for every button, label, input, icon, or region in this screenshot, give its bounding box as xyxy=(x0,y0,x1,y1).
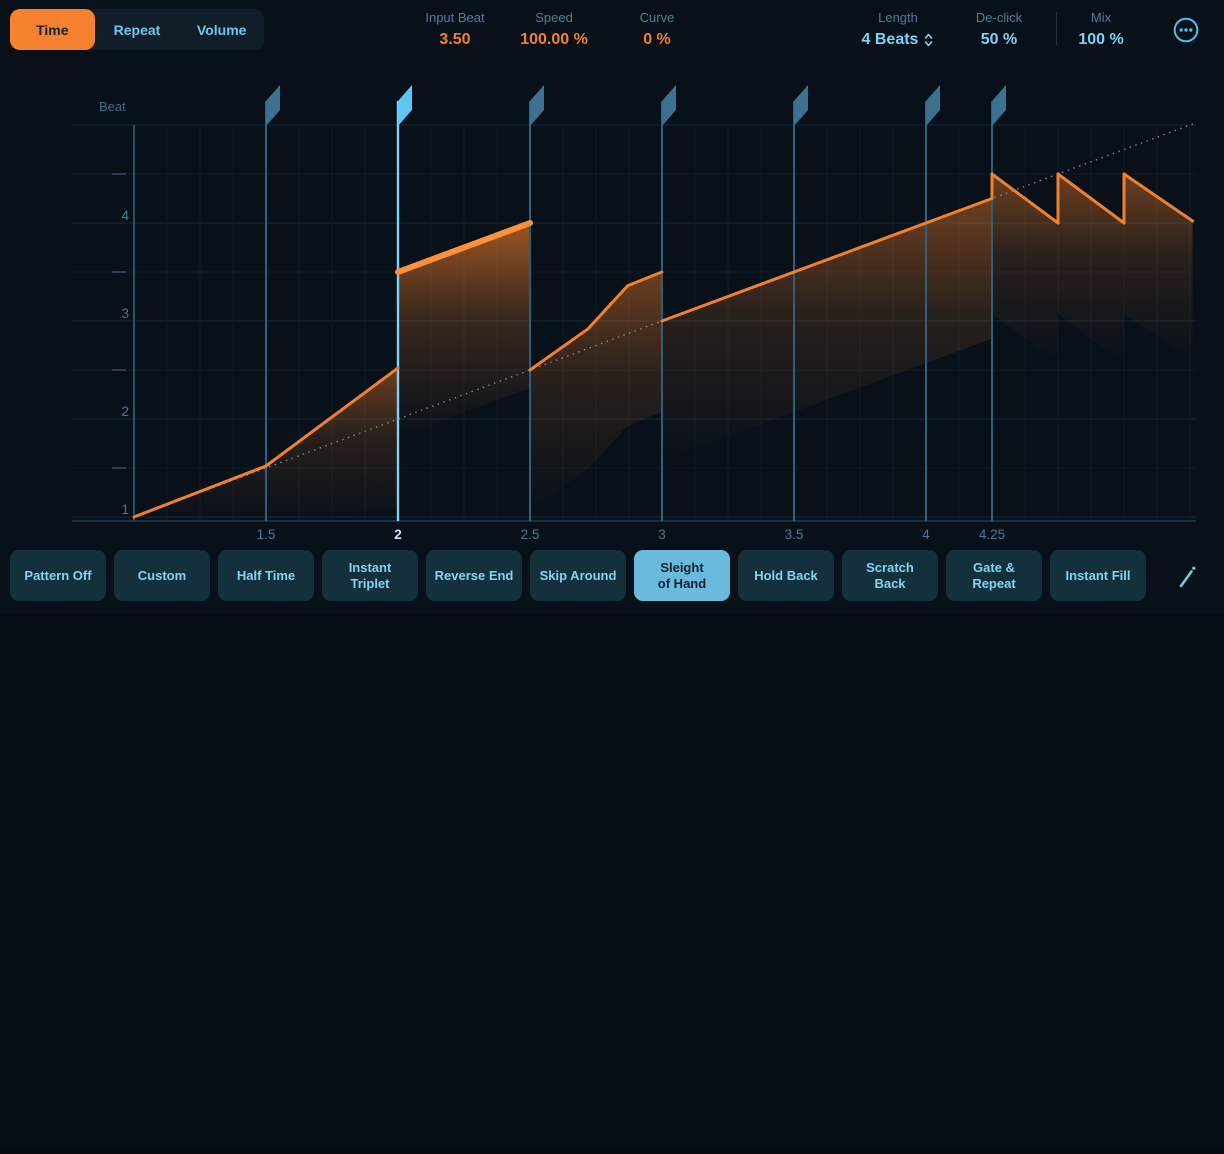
time-curve-chart[interactable]: Beat 1 2 3 4 1.5 2 2.5 3 3.5 4 4.25 xyxy=(0,76,1224,546)
pattern-button-hold-back[interactable]: Hold Back xyxy=(738,550,834,601)
marker-flag[interactable] xyxy=(662,85,676,126)
pattern-button-half-time[interactable]: Half Time xyxy=(218,550,314,601)
pattern-button-skip-around[interactable]: Skip Around xyxy=(530,550,626,601)
curve-segment-rise-3[interactable] xyxy=(660,197,994,323)
time-curve-svg: Beat 1 2 3 4 1.5 2 2.5 3 3.5 4 4.25 xyxy=(72,85,1196,542)
marker-flag[interactable] xyxy=(794,85,808,126)
param-mix: Mix 100 % xyxy=(1051,10,1151,49)
curve-segment-rise-1[interactable] xyxy=(132,366,400,519)
param-label: Mix xyxy=(1090,10,1112,25)
curve-segment-tooth-3[interactable] xyxy=(1122,172,1195,223)
pattern-button-pattern-off[interactable]: Pattern Off xyxy=(10,550,106,601)
param-value[interactable]: 3.50 xyxy=(439,31,471,48)
segment-fill-rise-2 xyxy=(530,272,662,510)
identity-reference-line xyxy=(133,122,1196,518)
pattern-bar: Pattern Off Custom Half Time Instant Triple… xyxy=(0,540,1224,1154)
marker-flag[interactable] xyxy=(926,85,940,126)
pencil-icon xyxy=(1179,566,1196,588)
tab-volume[interactable]: Volume xyxy=(179,9,264,50)
segment-fill-boost-highlight xyxy=(398,223,530,437)
window-bottom-edge xyxy=(0,1147,1224,1154)
param-label: Speed xyxy=(535,10,573,25)
param-label: De-click xyxy=(975,10,1023,25)
y-tick-label: 2 xyxy=(121,404,129,419)
view-tabs: Time Repeat Volume xyxy=(10,9,264,50)
more-options-button[interactable] xyxy=(1170,14,1202,46)
pattern-button-instant-fill[interactable]: Instant Fill xyxy=(1050,550,1146,601)
param-length: Length 4 Beats xyxy=(840,10,956,49)
curve-segment-rise-2[interactable] xyxy=(528,270,664,372)
y-tick-label: 4 xyxy=(121,208,129,223)
top-bar: Time Repeat Volume Input Beat 3.50 Speed… xyxy=(0,0,1224,76)
marker-flag[interactable] xyxy=(530,85,544,126)
param-declick: De-click 50 % xyxy=(949,10,1049,49)
param-value[interactable]: 0 % xyxy=(643,31,671,48)
pattern-button-sleight-of-hand[interactable]: Sleight of Hand xyxy=(634,550,730,601)
marker-flag[interactable] xyxy=(992,85,1006,126)
x-tick-label-active: 2 xyxy=(394,527,402,542)
x-tick-label: 2.5 xyxy=(521,527,540,542)
segment-fill-rise-1 xyxy=(134,368,398,521)
ellipsis-circle-icon xyxy=(1173,17,1199,43)
edit-pattern-button[interactable] xyxy=(1166,554,1208,598)
param-value[interactable]: 100.00 % xyxy=(520,31,588,48)
param-label: Length xyxy=(878,10,918,25)
param-curve: Curve 0 % xyxy=(607,10,707,49)
param-label: Curve xyxy=(639,10,675,25)
pattern-button-instant-triplet[interactable]: Instant Triplet xyxy=(322,550,418,601)
pattern-button-row: Pattern Off Custom Half Time Instant Triple… xyxy=(10,550,1146,601)
param-value[interactable]: 50 % xyxy=(980,31,1018,48)
param-value[interactable]: 4 Beats xyxy=(840,31,956,49)
param-speed: Speed 100.00 % xyxy=(504,10,604,49)
y-tick-label: 3 xyxy=(121,306,129,321)
param-value[interactable]: 100 % xyxy=(1078,31,1124,48)
pattern-button-reverse-end[interactable]: Reverse End xyxy=(426,550,522,601)
segment-fill-rise-3 xyxy=(662,198,992,461)
param-input-beat: Input Beat 3.50 xyxy=(405,10,505,49)
y-tick-label: 1 xyxy=(121,502,129,517)
marker-flag[interactable] xyxy=(266,85,280,126)
tab-repeat[interactable]: Repeat xyxy=(95,9,180,50)
segment-fill-tooth-3 xyxy=(1124,174,1193,361)
tab-time[interactable]: Time xyxy=(10,9,95,50)
curve-segment-tooth-2[interactable] xyxy=(1056,172,1126,225)
curve-segment-tooth-1[interactable] xyxy=(990,172,1060,225)
param-label: Input Beat xyxy=(425,10,485,25)
x-tick-label: 4.25 xyxy=(979,527,1005,542)
pattern-button-gate-repeat[interactable]: Gate & Repeat xyxy=(946,550,1042,601)
y-axis-title: Beat xyxy=(99,99,126,114)
curve-segment-boost-highlight[interactable] xyxy=(395,220,533,275)
length-value-text: 4 Beats xyxy=(861,31,919,48)
x-tick-label: 3.5 xyxy=(785,527,804,542)
x-tick-label: 3 xyxy=(658,527,666,542)
up-down-stepper-icon[interactable] xyxy=(923,31,934,49)
pattern-button-scratch-back[interactable]: Scratch Back xyxy=(842,550,938,601)
marker-flag-active[interactable] xyxy=(398,85,412,126)
segment-fill-tooth-2 xyxy=(1058,174,1124,363)
param-divider xyxy=(1056,12,1057,45)
segment-fill-tooth-1 xyxy=(992,174,1058,363)
x-tick-label: 1.5 xyxy=(257,527,276,542)
x-tick-label: 4 xyxy=(922,527,930,542)
pattern-button-custom[interactable]: Custom xyxy=(114,550,210,601)
